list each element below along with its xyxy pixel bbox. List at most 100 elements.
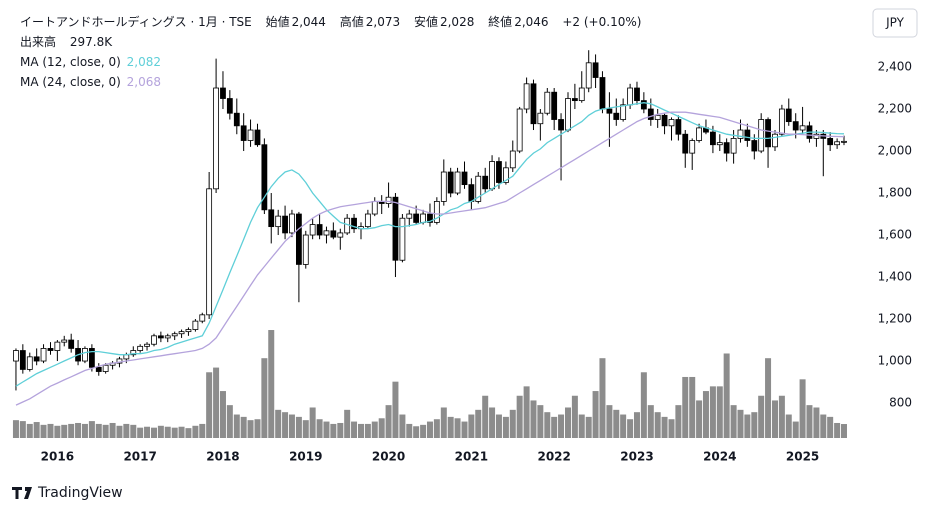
y-tick-label: 2,000	[878, 144, 912, 158]
candle-body	[565, 98, 571, 131]
volume-bar	[261, 358, 268, 438]
volume-bar	[254, 419, 261, 438]
volume-bar	[378, 418, 385, 438]
y-tick-label: 1,200	[878, 312, 912, 326]
volume-bar	[585, 416, 592, 438]
candle-body	[551, 91, 558, 120]
volume-bar	[116, 425, 123, 438]
volume-value: 297.8K	[69, 35, 113, 49]
volume-bar	[219, 391, 226, 438]
candle-body	[302, 234, 309, 265]
candle-body	[544, 91, 551, 114]
candle-body	[716, 142, 723, 146]
volume-bar	[344, 409, 351, 438]
volume-bar	[385, 405, 392, 438]
y-tick-label: 1,400	[878, 270, 912, 284]
candle-body	[785, 108, 792, 123]
candle-body	[696, 127, 702, 141]
candle-body	[337, 232, 344, 238]
candle-body	[537, 112, 544, 125]
candle-body	[240, 125, 247, 141]
ma-line	[15, 111, 845, 406]
candle-body	[454, 171, 461, 194]
candle-body	[40, 348, 47, 362]
x-tick-label: 2018	[206, 450, 239, 464]
volume-bar	[827, 416, 834, 438]
candle-body	[558, 119, 564, 131]
candle-body	[620, 104, 627, 120]
volume-bar	[592, 391, 599, 438]
candle-body	[427, 213, 433, 223]
volume-bar	[668, 419, 675, 438]
volume-bar	[268, 330, 275, 438]
volume-bar	[323, 421, 330, 438]
candle-body	[523, 83, 530, 110]
candle-body	[482, 175, 489, 190]
candle-body	[516, 108, 523, 152]
x-tick-label: 2023	[620, 450, 653, 464]
candle-body	[433, 201, 440, 223]
volume-bar	[537, 405, 544, 438]
volume-bar	[544, 412, 551, 438]
currency-box[interactable]	[872, 8, 918, 38]
candle-body	[468, 184, 475, 202]
candle-body	[765, 119, 771, 148]
candle-body	[406, 213, 413, 219]
candle-body	[137, 345, 144, 351]
candle-body	[613, 112, 620, 120]
volume-bar	[171, 427, 178, 438]
low-label: 安値	[413, 15, 438, 29]
candle-body	[461, 171, 468, 186]
volume-bar	[157, 425, 164, 438]
volume-bar	[578, 414, 585, 438]
volume-bar	[523, 386, 530, 438]
volume-bar	[640, 372, 647, 438]
currency: JPY	[885, 16, 905, 30]
volume-bar	[772, 400, 779, 438]
volume-bar	[461, 421, 468, 438]
candle-body	[751, 140, 758, 152]
volume-bar	[502, 416, 509, 438]
candle-body	[530, 83, 537, 125]
logo	[12, 487, 32, 499]
volume-bar	[12, 420, 19, 438]
candle-body	[144, 343, 150, 347]
volume-bar	[482, 395, 489, 438]
brand: TradingView	[37, 485, 123, 501]
candle-body	[323, 230, 330, 236]
volume-bar	[516, 395, 523, 438]
volume-bar	[337, 422, 344, 438]
volume-bar	[820, 414, 827, 438]
volume-bar	[613, 409, 620, 438]
volume-bar	[392, 381, 399, 438]
ma-name: MA (24, close, 0)	[20, 75, 121, 89]
candle-body	[585, 62, 592, 89]
ma-value: 2,068	[126, 75, 161, 89]
volume-bar	[758, 395, 765, 438]
volume-bar	[627, 419, 634, 438]
volume-bar	[551, 416, 558, 438]
candle-body	[157, 335, 164, 339]
volume-bar	[716, 386, 723, 438]
candle-body	[192, 320, 199, 330]
volume-bar	[571, 395, 578, 438]
volume-bar	[95, 423, 102, 438]
candle-body	[247, 129, 254, 141]
volume-bar	[792, 421, 799, 438]
candle-body	[778, 108, 785, 135]
volume-bar	[206, 372, 213, 438]
candle-body	[268, 209, 275, 228]
x-tick-label: 2022	[537, 450, 570, 464]
candle-body	[606, 108, 613, 114]
volume-bar	[330, 423, 337, 438]
volume-bar	[785, 414, 792, 438]
ma-value: 2,082	[126, 55, 161, 69]
volume-bar	[233, 414, 240, 438]
volume-bar	[620, 414, 627, 438]
y-tick-label: 1,000	[878, 354, 912, 368]
volume-bar	[475, 409, 482, 438]
volume-bar	[737, 409, 744, 438]
volume-bar	[530, 400, 537, 438]
volume-line: 出来高 297.8K	[20, 32, 643, 52]
